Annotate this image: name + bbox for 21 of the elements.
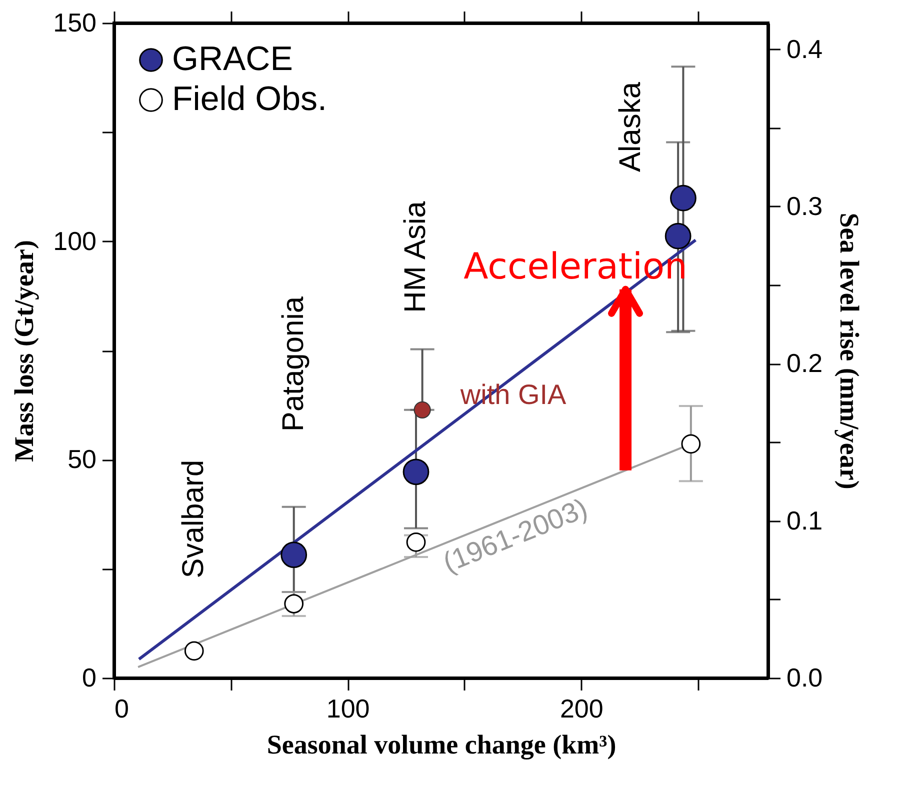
y2-tick-label: 0.2 [786, 348, 823, 378]
annotation: Svalbard [177, 460, 210, 578]
x-tick-label: 0 [114, 694, 129, 724]
y-tick-label: 50 [68, 444, 96, 474]
y2-axis-title: Sea level rise (mm/year) [834, 212, 865, 490]
x-tick-label: 100 [326, 694, 370, 724]
y2-tick-label: 0.3 [786, 190, 823, 221]
y-axis-title: Mass loss (Gt/year) [9, 240, 40, 462]
legend-label: GRACE [172, 40, 293, 78]
y-tick-label: 0 [82, 662, 96, 692]
y2-tick-label: 0.0 [786, 662, 823, 692]
annotation: Alaska [614, 82, 647, 172]
annotation: Patagonia [277, 296, 310, 432]
y-tick-label: 150 [53, 8, 96, 38]
legend-label: Field Obs. [172, 80, 327, 118]
y-tick-label: 100 [53, 226, 96, 256]
y2-tick-label: 0.4 [786, 34, 823, 64]
annotation: HM Asia [399, 200, 432, 313]
x-tick-label: 200 [560, 694, 604, 724]
x-axis-title: Seasonal volume change (km³) [266, 730, 616, 760]
y2-tick-label: 0.1 [786, 505, 823, 536]
